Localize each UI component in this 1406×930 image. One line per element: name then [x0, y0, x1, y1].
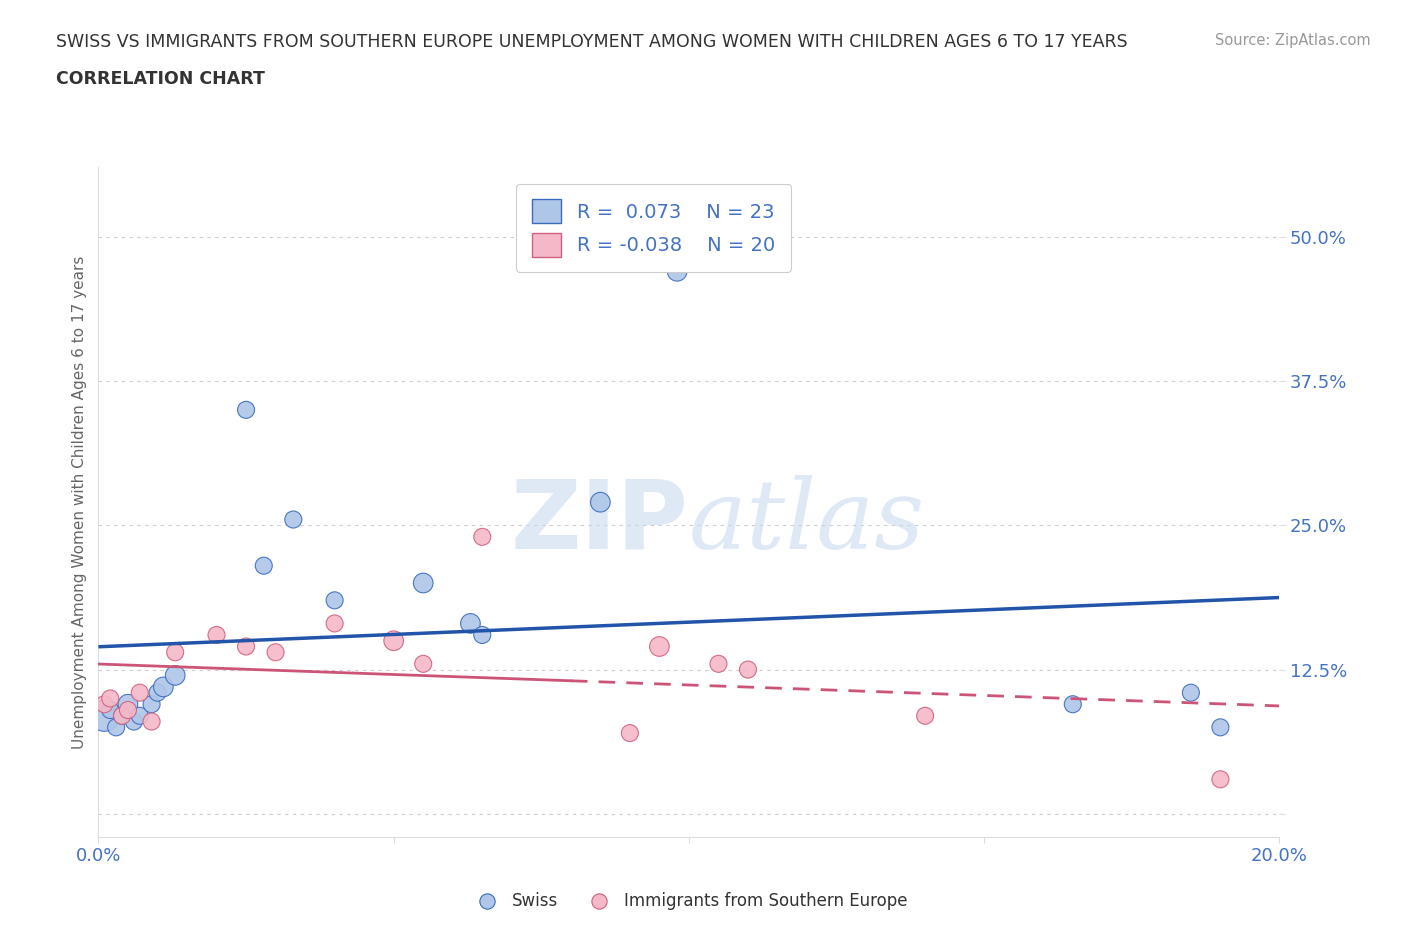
Point: [235, 639, 257, 654]
Text: Source: ZipAtlas.com: Source: ZipAtlas.com: [1215, 33, 1371, 47]
Point: [111, 709, 134, 724]
Point: [382, 633, 405, 648]
Legend: R =  0.073    N = 23, R = -0.038    N = 20: R = 0.073 N = 23, R = -0.038 N = 20: [516, 184, 790, 272]
Point: [460, 616, 482, 631]
Point: [152, 680, 174, 695]
Point: [253, 558, 276, 573]
Point: [117, 702, 139, 717]
Point: [111, 709, 134, 724]
Point: [128, 709, 150, 724]
Y-axis label: Unemployment Among Women with Children Ages 6 to 17 years: Unemployment Among Women with Children A…: [72, 256, 87, 749]
Point: [589, 495, 612, 510]
Point: [283, 512, 305, 527]
Point: [98, 691, 121, 706]
Point: [1209, 720, 1232, 735]
Point: [471, 628, 494, 643]
Text: CORRELATION CHART: CORRELATION CHART: [56, 70, 266, 87]
Point: [93, 697, 115, 711]
Point: [648, 639, 671, 654]
Point: [93, 709, 115, 724]
Text: ZIP: ZIP: [510, 476, 689, 569]
Point: [165, 644, 187, 659]
Point: [471, 529, 494, 544]
Point: [122, 714, 145, 729]
Point: [412, 657, 434, 671]
Point: [323, 593, 346, 608]
Point: [1180, 685, 1202, 700]
Point: [128, 685, 150, 700]
Point: [914, 709, 936, 724]
Text: SWISS VS IMMIGRANTS FROM SOUTHERN EUROPE UNEMPLOYMENT AMONG WOMEN WITH CHILDREN : SWISS VS IMMIGRANTS FROM SOUTHERN EUROPE…: [56, 33, 1128, 50]
Point: [737, 662, 759, 677]
Point: [141, 697, 163, 711]
Point: [1062, 697, 1084, 711]
Point: [707, 657, 730, 671]
Text: atlas: atlas: [689, 475, 925, 569]
Point: [619, 725, 641, 740]
Point: [1209, 772, 1232, 787]
Point: [141, 714, 163, 729]
Point: [235, 403, 257, 418]
Point: [205, 628, 228, 643]
Point: [412, 576, 434, 591]
Point: [105, 720, 128, 735]
Point: [146, 685, 169, 700]
Point: [165, 668, 187, 683]
Point: [666, 264, 689, 279]
Point: [98, 702, 121, 717]
Point: [117, 697, 139, 711]
Legend: Swiss, Immigrants from Southern Europe: Swiss, Immigrants from Southern Europe: [463, 885, 915, 917]
Point: [264, 644, 287, 659]
Point: [323, 616, 346, 631]
